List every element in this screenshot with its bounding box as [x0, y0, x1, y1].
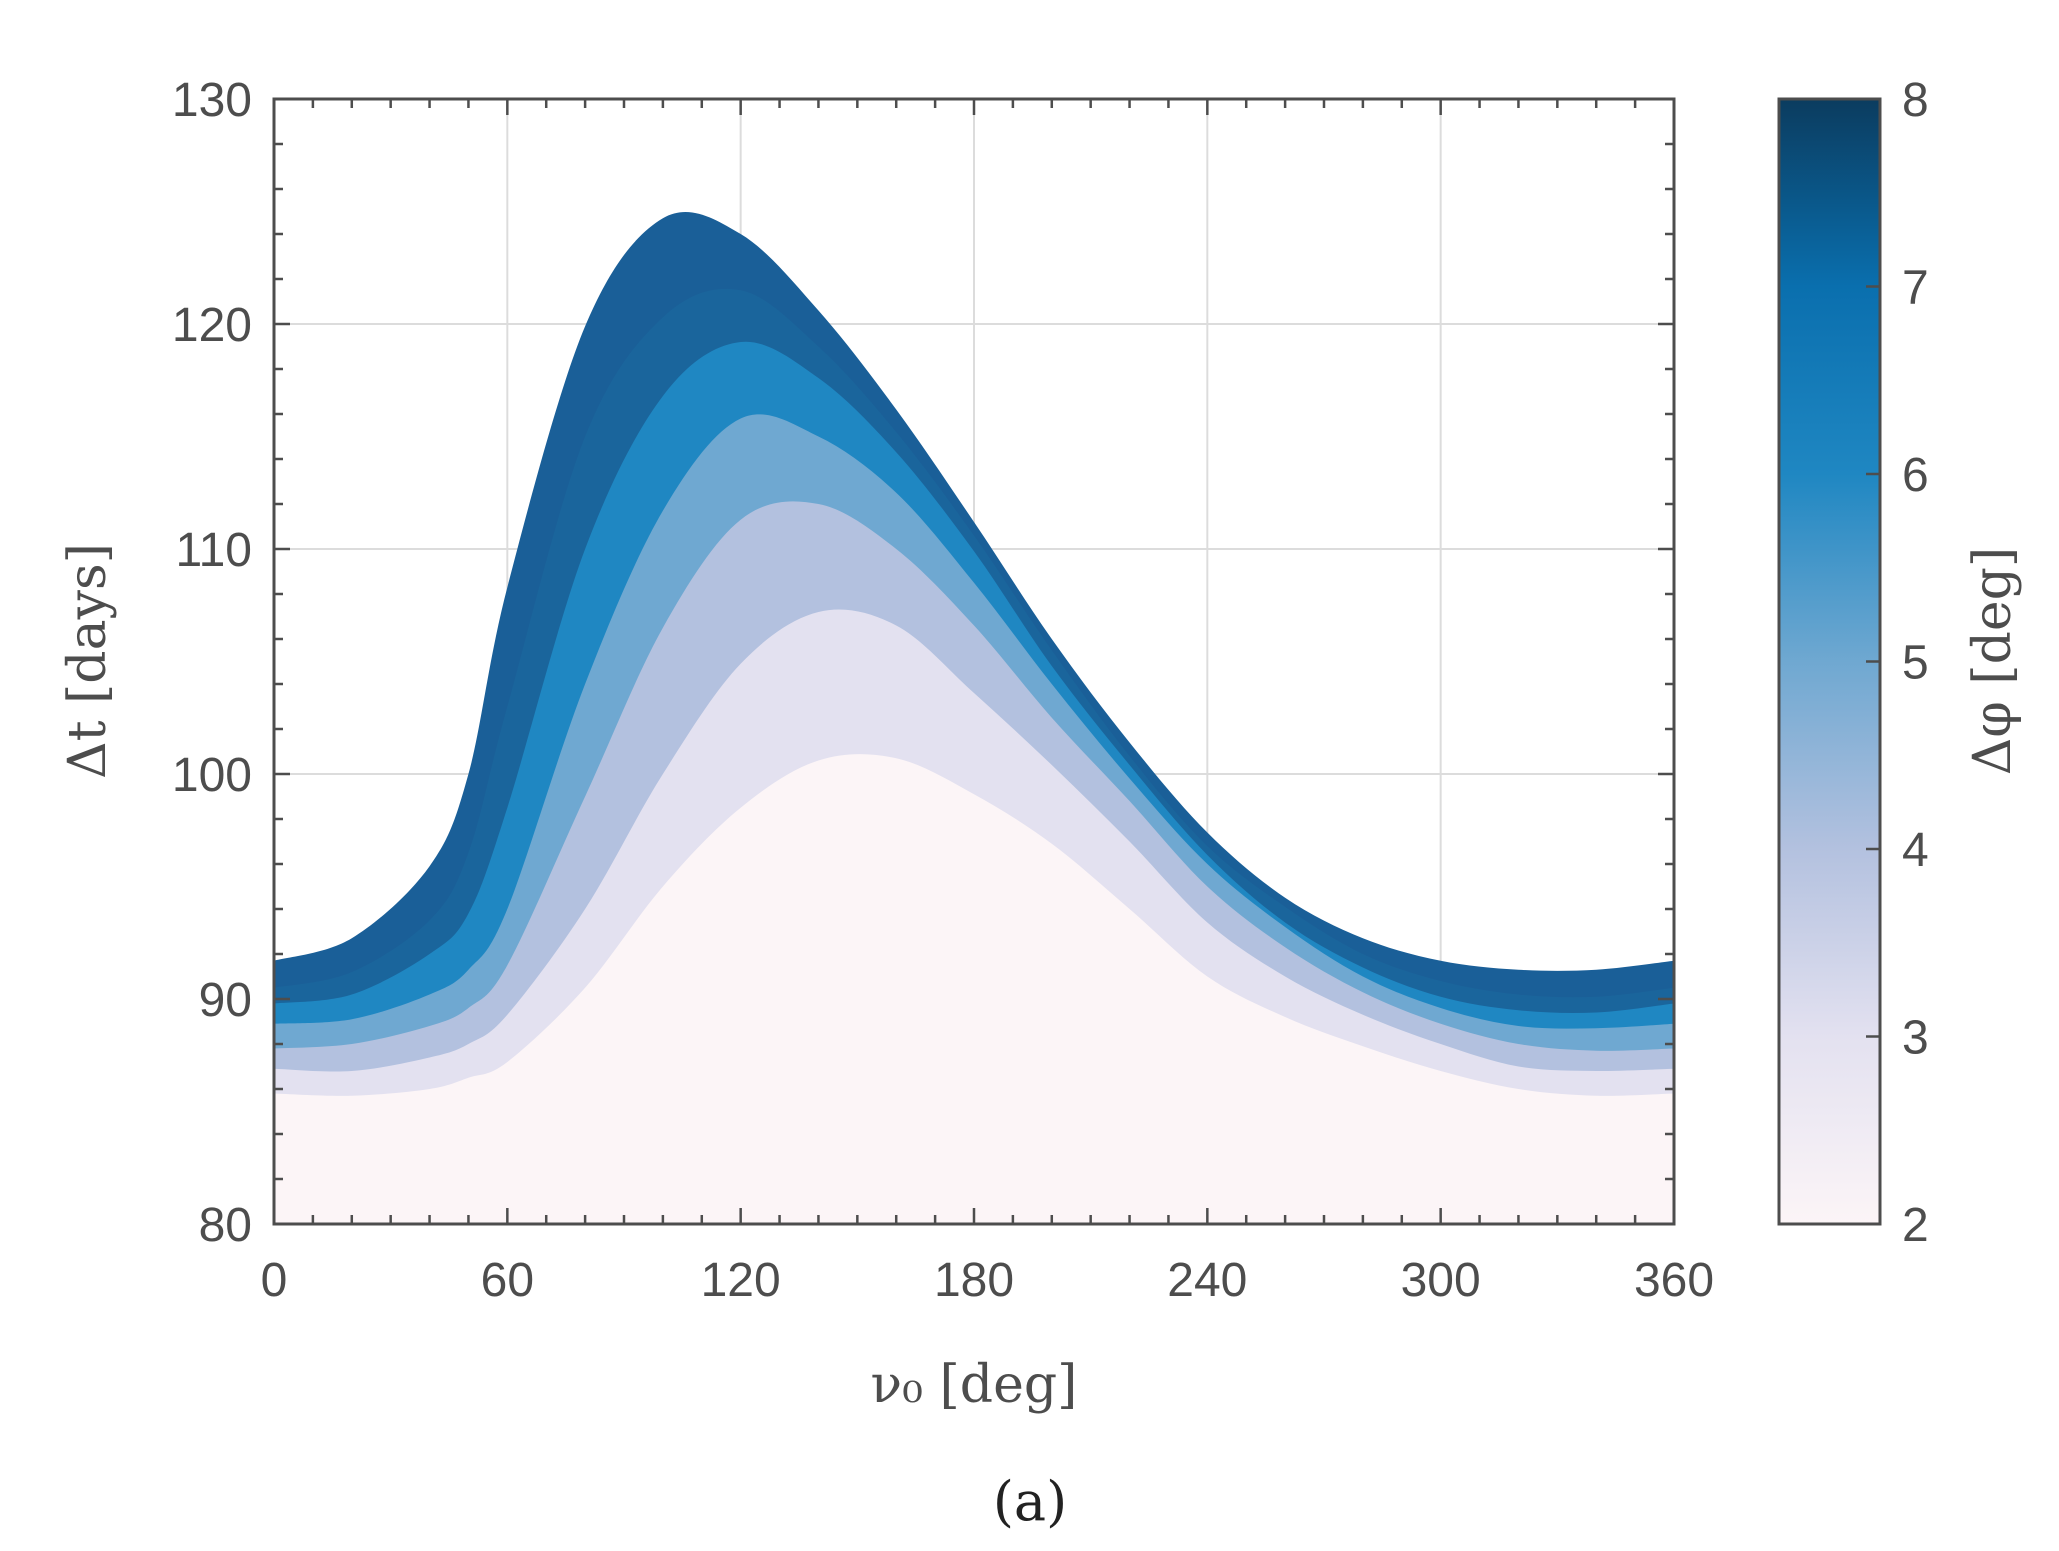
x-tick-label: 60 — [481, 1254, 534, 1307]
y-tick-label: 110 — [175, 524, 252, 577]
y-axis-title: Δt [days] — [58, 543, 118, 779]
y-tick-label: 80 — [199, 1199, 252, 1252]
x-tick-label: 240 — [1167, 1254, 1247, 1307]
y-tick-label: 120 — [172, 299, 252, 352]
x-tick-label: 180 — [934, 1254, 1014, 1307]
colorbar-tick-label: 4 — [1902, 824, 1929, 877]
bands — [274, 211, 1674, 1224]
band-2 — [274, 754, 1674, 1224]
colorbar-tick-label: 8 — [1902, 74, 1929, 127]
x-tick-label: 360 — [1634, 1254, 1714, 1307]
x-tick-labels: 0 60 120 180 240 300 360 — [261, 1254, 1714, 1307]
y-tick-label: 130 — [172, 74, 252, 127]
colorbar-tick-label: 5 — [1902, 637, 1929, 690]
y-tick-labels: 80 90 100 110 120 130 — [172, 74, 252, 1252]
colorbar-tick-label: 3 — [1902, 1012, 1929, 1065]
x-tick-label: 300 — [1401, 1254, 1481, 1307]
ticks — [272, 97, 1676, 1226]
colorbar-tick-label: 7 — [1902, 262, 1929, 315]
colorbar — [1777, 97, 1882, 1226]
y-tick-label: 100 — [172, 749, 252, 802]
colorbar-tick-labels: 2 3 4 5 6 7 8 — [1902, 74, 1929, 1252]
panel-label: (a) — [993, 1470, 1067, 1533]
x-tick-label: 120 — [701, 1254, 781, 1307]
x-tick-label: 0 — [261, 1254, 288, 1307]
colorbar-tick-label: 2 — [1902, 1199, 1929, 1252]
colorbar-tick-label: 6 — [1902, 449, 1929, 502]
colorbar-title: Δφ [deg] — [1963, 547, 2023, 775]
x-axis-title: ν₀ [deg] — [871, 1355, 1078, 1415]
y-tick-label: 90 — [199, 974, 252, 1027]
colorbar-ticks — [1866, 97, 1880, 1226]
